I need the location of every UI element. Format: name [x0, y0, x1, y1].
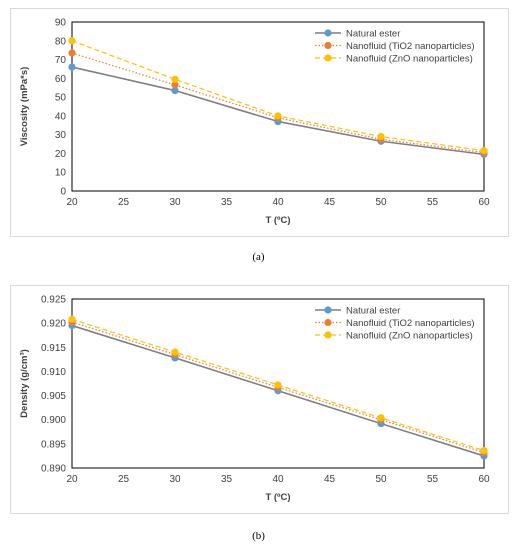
density-legend-marker-zno: [324, 331, 332, 339]
viscosity-y-tick-label: 40: [55, 111, 67, 122]
viscosity-point-zno: [68, 37, 76, 45]
viscosity-chart-panel: 0 10 20 30 40 50 60 70 80 90 20 25 30 35 40 45 50 55 60 T (…: [10, 8, 509, 237]
density-y-tick-label: 0.895: [41, 439, 66, 450]
viscosity-point-tio2: [68, 49, 76, 57]
viscosity-x-tick-label: 35: [221, 197, 233, 208]
density-y-tick-label: 0.915: [41, 343, 66, 354]
density-x-tick-label: 45: [324, 474, 336, 485]
viscosity-x-tick-label: 60: [478, 197, 490, 208]
density-x-tick-label: 50: [375, 474, 387, 485]
viscosity-plot-area: [71, 21, 485, 192]
viscosity-point-zno: [480, 147, 488, 155]
density-y-tick-label: 0.900: [41, 415, 66, 426]
density-legend-label-zno: Nanofluid (ZnO nanoparticles): [346, 331, 473, 342]
viscosity-line-natural-ester: [71, 66, 485, 156]
caption-a: (a): [252, 251, 265, 263]
density-legend-label-natural-ester: Natural ester: [346, 306, 400, 317]
density-legend-marker-natural-ester: [324, 306, 332, 314]
viscosity-point-natural-ester: [171, 86, 179, 95]
density-legend-label-tio2: Nanofluid (TiO2 nanoparticles): [346, 318, 475, 329]
viscosity-x-tick-label: 25: [118, 197, 130, 208]
viscosity-point-zno: [377, 132, 385, 141]
viscosity-x-tick-label: 40: [272, 197, 284, 208]
density-chart-panel: 0.890 0.895 0.900 0.905 0.910 0.915 0.920 0.925…: [10, 285, 509, 514]
density-y-tick-label: 0.910: [41, 367, 66, 378]
density-point-zno: [377, 414, 385, 422]
viscosity-legend-marker-tio2: [324, 41, 332, 50]
density-point-zno: [480, 447, 488, 455]
density-legend-marker-tio2: [324, 318, 332, 327]
viscosity-point-tio2: [171, 81, 179, 89]
viscosity-point-natural-ester: [68, 63, 76, 71]
density-x-tick-label: 35: [221, 474, 233, 485]
density-chart: 0.890 0.895 0.900 0.905 0.910 0.915 0.920 0.925…: [19, 295, 490, 504]
viscosity-legend-marker-natural-ester: [324, 29, 332, 37]
density-x-tick-label: 40: [272, 474, 284, 485]
viscosity-x-tick-label: 50: [375, 197, 387, 208]
viscosity-x-tick-label: 55: [427, 197, 439, 208]
viscosity-x-tick-label: 20: [66, 197, 78, 208]
viscosity-y-tick-label: 30: [55, 130, 67, 141]
viscosity-y-tick-label: 70: [55, 55, 67, 66]
viscosity-y-tick-label: 60: [55, 74, 67, 85]
viscosity-legend-label-natural-ester: Natural ester: [346, 29, 400, 40]
density-x-tick-label: 20: [66, 474, 78, 485]
density-y-tick-label: 0.925: [41, 295, 66, 306]
viscosity-legend-marker-zno: [324, 54, 332, 62]
density-y-axis-title: Density (g/cm³): [19, 349, 30, 418]
density-y-tick-label: 0.920: [41, 319, 66, 330]
density-point-zno: [274, 381, 282, 389]
density-point-zno: [171, 348, 179, 356]
density-point-zno: [68, 315, 76, 323]
viscosity-y-tick-label: 20: [55, 149, 67, 160]
viscosity-legend-label-tio2: Nanofluid (TiO2 nanoparticles): [346, 41, 475, 52]
viscosity-legend-label-zno: Nanofluid (ZnO nanoparticles): [346, 54, 473, 65]
viscosity-y-tick-label: 0: [60, 187, 66, 198]
viscosity-line-tio2: [71, 52, 485, 154]
viscosity-y-axis-title: Viscosity (mPa*s): [19, 67, 30, 147]
viscosity-chart: 0 10 20 30 40 50 60 70 80 90 20 25 30 35 40 45 50 55 60 T (…: [19, 18, 490, 227]
density-plot-area: [71, 298, 485, 469]
density-y-tick-label: 0.890: [41, 464, 66, 475]
viscosity-x-tick-label: 30: [169, 197, 181, 208]
viscosity-x-tick-label: 45: [324, 197, 336, 208]
density-x-axis-title: T (ºC): [265, 492, 290, 503]
density-x-tick-label: 30: [169, 474, 181, 485]
density-x-tick-label: 55: [427, 474, 439, 485]
viscosity-y-tick-label: 10: [55, 168, 67, 179]
caption-b: (b): [252, 530, 265, 542]
viscosity-point-zno: [171, 75, 179, 83]
viscosity-point-zno: [274, 112, 282, 120]
density-x-tick-label: 25: [118, 474, 130, 485]
viscosity-y-tick-label: 90: [55, 18, 67, 29]
viscosity-y-tick-label: 80: [55, 36, 67, 47]
density-y-tick-label: 0.905: [41, 391, 66, 402]
viscosity-x-axis-title: T (ºC): [265, 215, 290, 226]
density-x-tick-label: 60: [478, 474, 490, 485]
viscosity-y-tick-label: 50: [55, 93, 67, 104]
